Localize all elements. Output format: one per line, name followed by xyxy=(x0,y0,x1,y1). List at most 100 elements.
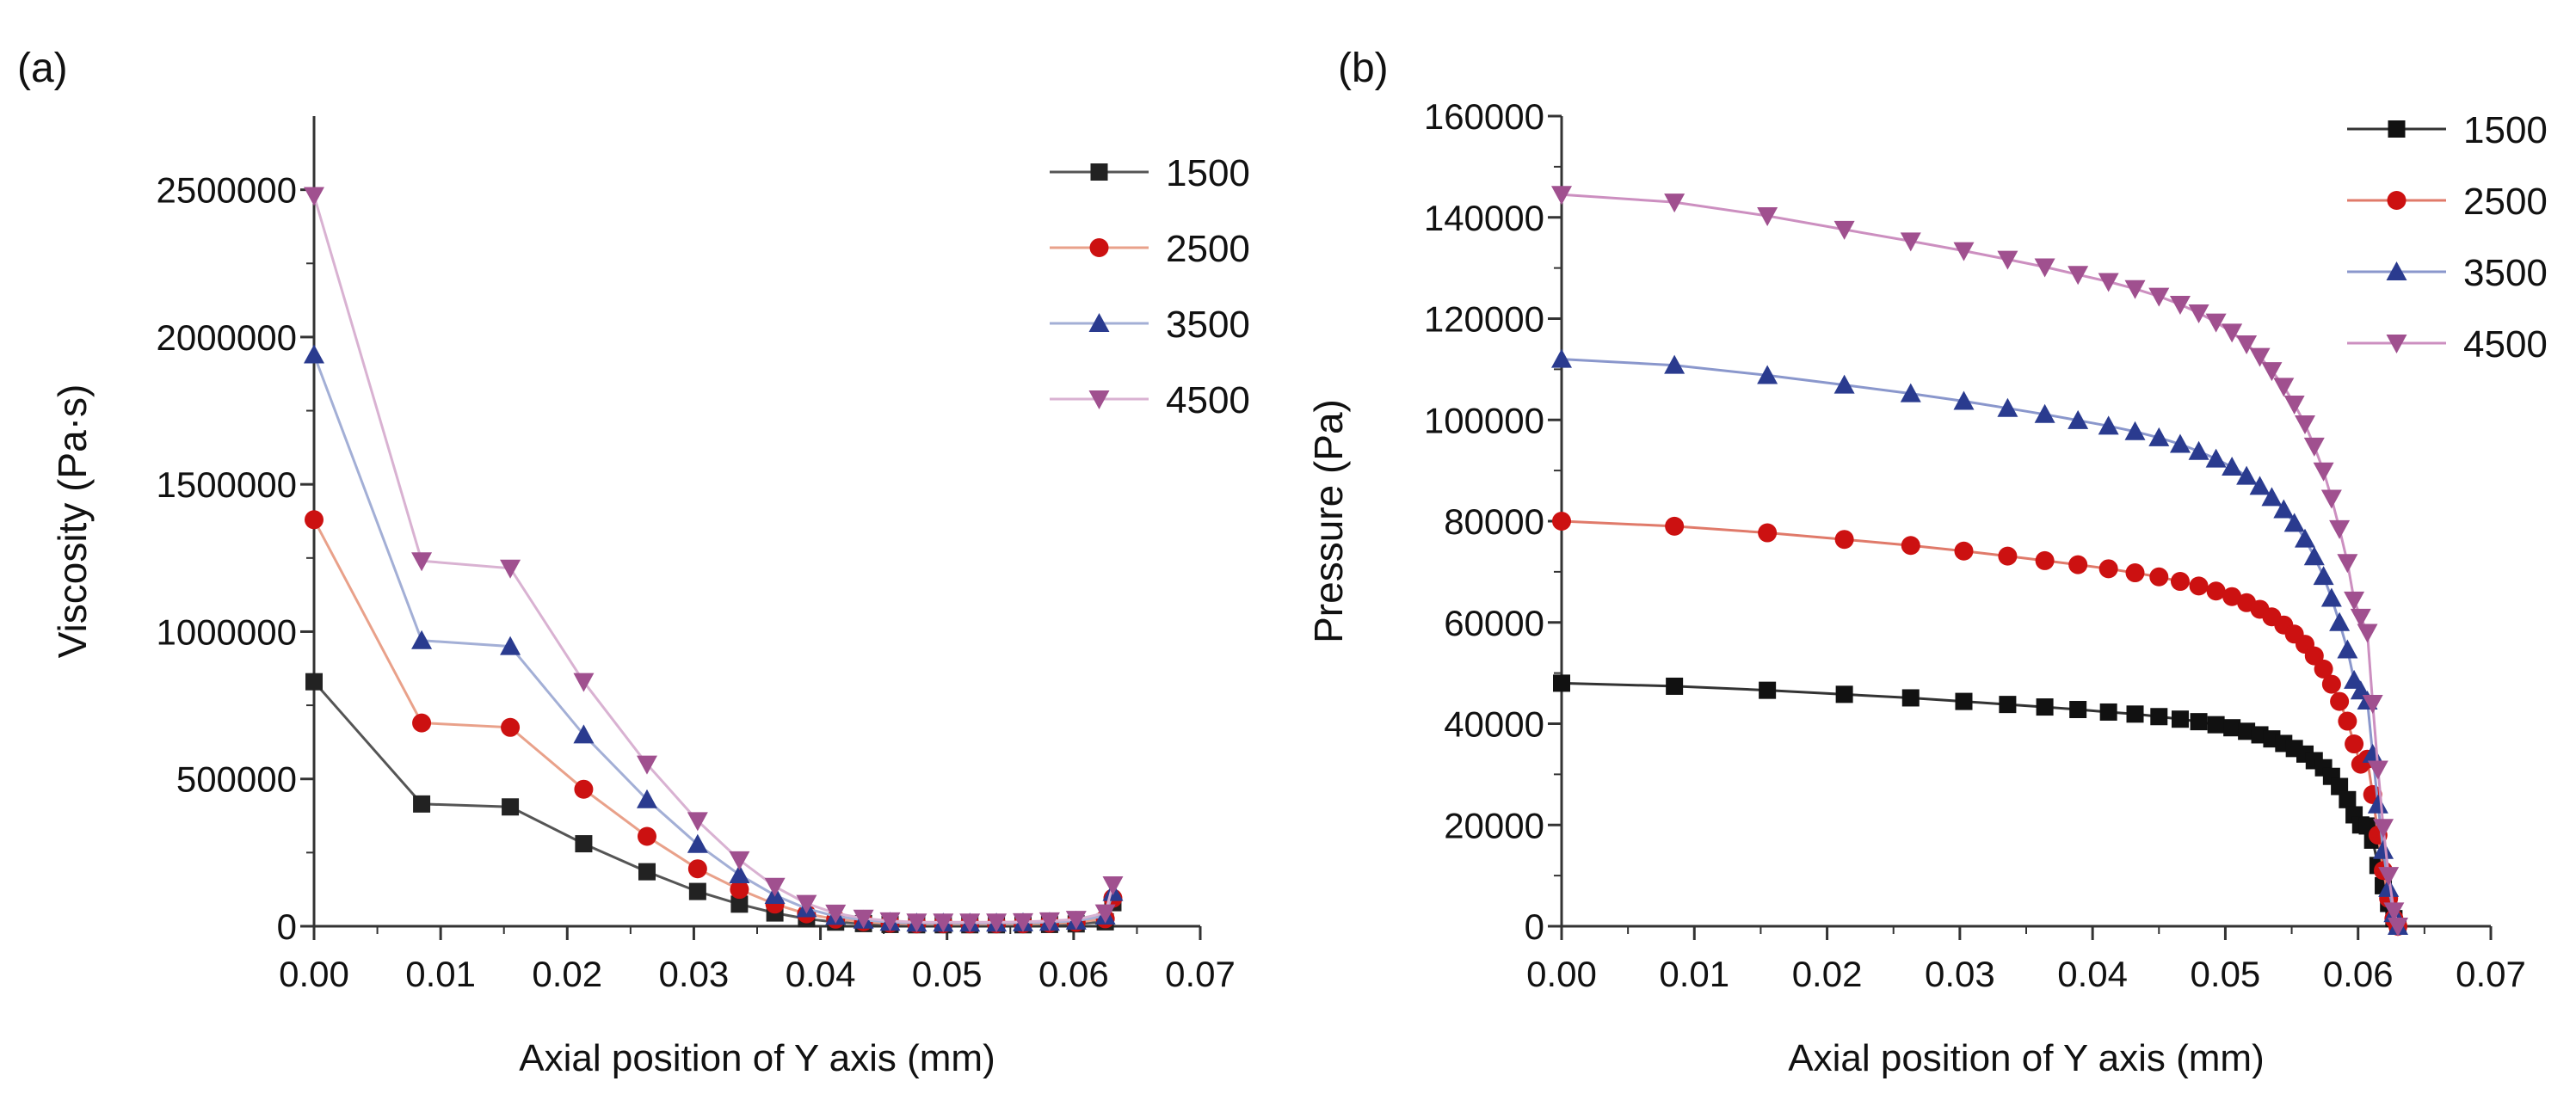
data-point-1500 xyxy=(1901,689,1920,707)
legend-marker xyxy=(2386,335,2407,353)
data-point-1500 xyxy=(2150,708,2168,726)
data-point-3500 xyxy=(2148,427,2170,446)
legend-item-4500: 4500 xyxy=(1050,379,1250,421)
data-point-4500 xyxy=(796,894,817,914)
x-tick-label: 0.05 xyxy=(2191,954,2261,994)
data-point-4500 xyxy=(2148,287,2170,307)
data-point-3500 xyxy=(2283,513,2305,532)
data-point-4500 xyxy=(2169,296,2191,316)
y-tick-label: 120000 xyxy=(1424,299,1544,340)
series-1500 xyxy=(1553,674,2407,935)
data-point-3500 xyxy=(729,864,750,884)
data-point-4500 xyxy=(1953,242,1975,261)
data-point-1500 xyxy=(1835,685,1853,703)
data-point-1500 xyxy=(2339,790,2357,808)
x-axis-title: Axial position of Y axis (mm) xyxy=(519,1037,995,1079)
data-point-3500 xyxy=(2273,499,2295,519)
legend-item-2500: 2500 xyxy=(2347,181,2548,223)
data-point-3500 xyxy=(2188,440,2209,460)
data-point-4500 xyxy=(500,559,521,579)
data-point-2500 xyxy=(412,713,432,733)
y-tick-label: 500000 xyxy=(176,759,297,800)
x-tick-label: 0.03 xyxy=(659,954,730,994)
data-point-3500 xyxy=(2222,457,2243,476)
data-point-3500 xyxy=(2320,587,2342,607)
data-point-3500 xyxy=(2249,476,2271,495)
data-point-2500 xyxy=(730,880,749,900)
y-axis-title: Viscosity (Pa·s) xyxy=(50,384,95,659)
data-point-1500 xyxy=(2171,710,2189,728)
legend-label: 4500 xyxy=(2463,323,2548,366)
data-point-3500 xyxy=(411,630,433,649)
x-tick-label: 0.06 xyxy=(2323,954,2394,994)
data-point-3500 xyxy=(687,833,708,853)
data-point-2500 xyxy=(2222,587,2242,606)
series-line-2500 xyxy=(1561,519,2400,927)
data-point-2500 xyxy=(2149,567,2169,587)
data-point-4500 xyxy=(2188,304,2209,324)
x-tick-label: 0.01 xyxy=(405,954,476,994)
data-point-1500 xyxy=(413,795,431,813)
series-line-4500 xyxy=(1561,193,2400,927)
legend-item-3500: 3500 xyxy=(1050,304,1250,346)
y-axis-title: Pressure (Pa) xyxy=(1306,399,1351,643)
data-point-2500 xyxy=(1665,516,1685,536)
legend-marker xyxy=(2386,261,2407,280)
data-point-4500 xyxy=(2249,347,2271,367)
x-tick-label: 0.07 xyxy=(1165,954,1236,994)
data-point-4500 xyxy=(764,877,786,897)
legend-item-2500: 2500 xyxy=(1050,228,1250,270)
data-point-2500 xyxy=(1901,536,1920,556)
data-point-1500 xyxy=(1553,674,1570,692)
data-point-1500 xyxy=(1666,677,1684,695)
data-point-1500 xyxy=(2126,705,2144,723)
data-point-4500 xyxy=(933,913,954,933)
x-tick-label: 0.04 xyxy=(786,954,856,994)
y-tick-label: 100000 xyxy=(1424,400,1544,440)
data-point-4500 xyxy=(2378,867,2400,887)
y-tick-label: 140000 xyxy=(1424,198,1544,238)
y-tick-label: 0 xyxy=(277,906,297,947)
data-point-4500 xyxy=(2205,313,2227,333)
data-point-4500 xyxy=(2337,554,2358,574)
data-point-1500 xyxy=(2207,716,2225,734)
data-point-2500 xyxy=(2345,734,2364,754)
data-point-2500 xyxy=(2330,691,2350,711)
legend-marker xyxy=(1088,390,1110,409)
data-point-4500 xyxy=(1757,206,1778,226)
data-point-1500 xyxy=(730,895,749,913)
y-tick-label: 2000000 xyxy=(156,317,297,358)
y-tick-label: 2500000 xyxy=(156,170,297,211)
data-point-1500 xyxy=(2331,777,2349,796)
data-point-2500 xyxy=(637,826,656,846)
data-point-4500 xyxy=(906,913,927,933)
data-point-4500 xyxy=(2344,591,2365,611)
data-point-3500 xyxy=(1997,397,2018,417)
x-tick-label: 0.01 xyxy=(1659,954,1729,994)
data-point-4500 xyxy=(2261,362,2283,382)
legend-label: 4500 xyxy=(1166,379,1250,421)
data-point-4500 xyxy=(304,187,324,206)
legend-marker xyxy=(1089,238,1109,257)
y-tick-label: 160000 xyxy=(1424,96,1544,137)
data-point-4500 xyxy=(2383,902,2405,922)
data-point-4500 xyxy=(1551,186,1572,206)
y-tick-label: 1500000 xyxy=(156,464,297,505)
data-point-3500 xyxy=(2124,421,2146,440)
series-2500 xyxy=(1552,512,2407,936)
legend-item-1500: 1500 xyxy=(2347,109,2548,151)
data-point-4500 xyxy=(1900,232,1921,252)
chart-panel-a: (a) 0.00 0.01 0.02 0.03 0.04 0.05 0.06 0.07 0 5000… xyxy=(17,46,1250,1079)
data-point-4500 xyxy=(2320,489,2342,509)
series-line-4500 xyxy=(312,195,1114,924)
data-point-3500 xyxy=(2367,794,2388,814)
data-point-4500 xyxy=(2273,378,2295,397)
data-point-1500 xyxy=(305,673,323,691)
y-tick-label: 20000 xyxy=(1444,805,1544,845)
data-point-4500 xyxy=(2124,280,2146,299)
data-point-4500 xyxy=(879,912,901,931)
data-point-4500 xyxy=(2329,519,2351,539)
legend-label: 2500 xyxy=(1166,228,1250,270)
y-tick-label: 80000 xyxy=(1444,501,1544,542)
data-point-2500 xyxy=(687,859,707,879)
